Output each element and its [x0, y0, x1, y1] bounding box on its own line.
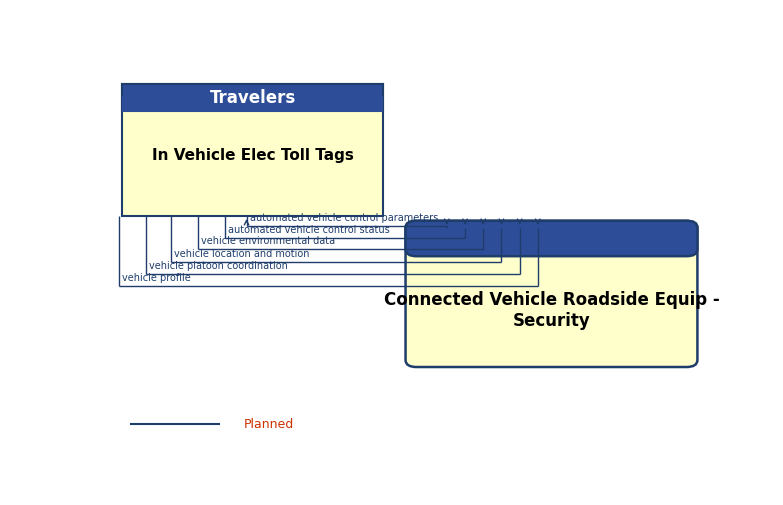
Bar — [420, 236, 684, 249]
FancyBboxPatch shape — [122, 84, 383, 216]
Text: automated vehicle control parameters: automated vehicle control parameters — [250, 213, 438, 223]
Text: Travelers: Travelers — [210, 88, 296, 107]
Bar — [122, 111, 383, 112]
FancyBboxPatch shape — [406, 221, 698, 367]
Text: vehicle platoon coordination: vehicle platoon coordination — [150, 261, 288, 271]
Text: Connected Vehicle Roadside Equip -
Security: Connected Vehicle Roadside Equip - Secur… — [384, 291, 720, 330]
Text: automated vehicle control status: automated vehicle control status — [229, 225, 390, 235]
Text: Planned: Planned — [244, 418, 294, 431]
FancyBboxPatch shape — [406, 221, 698, 256]
FancyBboxPatch shape — [122, 84, 383, 111]
Text: In Vehicle Elec Toll Tags: In Vehicle Elec Toll Tags — [152, 148, 354, 163]
Text: vehicle location and motion: vehicle location and motion — [174, 249, 309, 259]
Text: vehicle environmental data: vehicle environmental data — [201, 236, 335, 246]
Bar — [122, 96, 383, 111]
Text: vehicle profile: vehicle profile — [122, 273, 191, 283]
